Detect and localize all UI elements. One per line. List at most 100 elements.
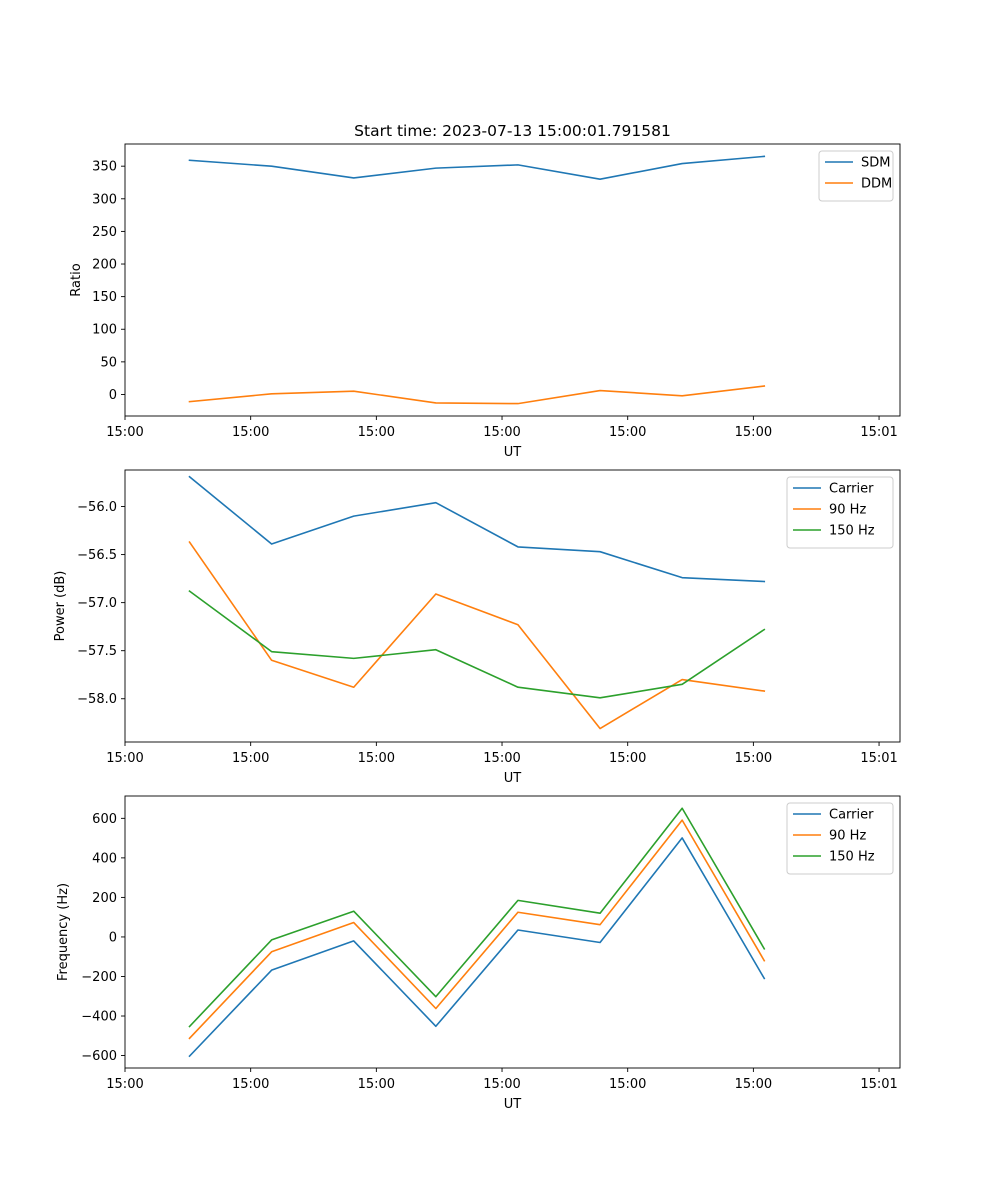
data-point <box>763 385 765 387</box>
data-point <box>681 819 683 821</box>
data-point <box>763 629 765 631</box>
data-point <box>353 515 355 517</box>
data-point <box>189 160 191 162</box>
series-line-150-hz <box>188 807 766 1028</box>
data-point <box>353 940 355 942</box>
data-point <box>681 684 683 686</box>
data-point <box>271 939 273 941</box>
y-axis-label: Power (dB) <box>53 571 68 642</box>
data-point <box>189 1026 191 1028</box>
data-point <box>763 581 765 583</box>
chart-title: Start time: 2023-07-13 15:00:01.791581 <box>354 122 671 140</box>
data-point <box>353 910 355 912</box>
data-point <box>435 167 437 169</box>
data-point <box>763 960 765 962</box>
data-point <box>271 969 273 971</box>
x-axis-label: UT <box>504 771 522 786</box>
data-point <box>763 948 765 950</box>
series-line-carrier <box>188 475 766 583</box>
series-line-ddm <box>188 385 766 405</box>
legend: SDM DDM <box>818 150 894 202</box>
series-line-90-hz <box>188 540 766 730</box>
data-point <box>189 590 191 592</box>
data-point <box>435 996 437 998</box>
data-point <box>517 929 519 931</box>
data-point <box>435 1025 437 1027</box>
legend-entry: Carrier <box>829 808 874 823</box>
data-point <box>435 502 437 504</box>
data-point <box>599 924 601 926</box>
y-tick-label: −57.5 <box>77 644 117 659</box>
x-tick-label: 15:00 <box>106 425 143 440</box>
data-point <box>189 541 191 543</box>
data-point <box>681 837 683 839</box>
x-tick-label: 15:00 <box>609 751 646 766</box>
data-point <box>599 942 601 944</box>
legend-entry: 90 Hz <box>829 829 866 844</box>
data-point <box>681 395 683 397</box>
series-line-150-hz <box>188 589 766 699</box>
data-point <box>189 1038 191 1040</box>
data-point <box>271 651 273 653</box>
y-tick-label: 400 <box>92 851 117 866</box>
frequency-panel: UT Frequency (Hz) 15:00 15:00 15:00 15:00 15… <box>56 795 901 1112</box>
legend-box <box>818 150 894 202</box>
data-point <box>271 660 273 662</box>
data-point <box>763 156 765 158</box>
data-point <box>189 1055 191 1057</box>
legend-entry: 150 Hz <box>829 524 875 539</box>
data-point <box>681 807 683 809</box>
x-tick-label: 15:00 <box>735 751 772 766</box>
y-tick-label: 150 <box>92 290 117 305</box>
x-tick-label: 15:00 <box>483 1077 520 1092</box>
data-point <box>517 403 519 405</box>
power-panel: UT Power (dB) 15:00 15:00 15:00 15:00 15:00 1… <box>53 469 901 786</box>
data-point <box>435 649 437 651</box>
axes-frame <box>124 469 901 743</box>
x-tick-label: 15:00 <box>483 425 520 440</box>
data-point <box>353 922 355 924</box>
axes-frame <box>124 795 901 1069</box>
x-tick-label: 15:00 <box>106 1077 143 1092</box>
x-axis-label: UT <box>504 445 522 460</box>
data-point <box>681 679 683 681</box>
data-point <box>517 911 519 913</box>
y-tick-label: −58.0 <box>77 692 117 707</box>
data-point <box>517 546 519 548</box>
data-point <box>599 390 601 392</box>
y-tick-label: 300 <box>92 192 117 207</box>
x-tick-label: 15:00 <box>232 425 269 440</box>
data-point <box>353 390 355 392</box>
x-tick-label: 15:01 <box>860 1077 897 1092</box>
data-point <box>435 402 437 404</box>
x-tick-label: 15:01 <box>860 751 897 766</box>
data-point <box>599 697 601 699</box>
x-tick-label: 15:00 <box>358 751 395 766</box>
data-point <box>517 686 519 688</box>
legend-entry: DDM <box>861 177 892 192</box>
data-point <box>599 728 601 730</box>
data-point <box>435 593 437 595</box>
data-point <box>435 1008 437 1010</box>
data-point <box>189 401 191 403</box>
data-point <box>763 978 765 980</box>
y-tick-label: −56.5 <box>77 548 117 563</box>
x-tick-label: 15:00 <box>609 1077 646 1092</box>
y-tick-label: −400 <box>81 1010 117 1025</box>
x-tick-label: 15:00 <box>358 425 395 440</box>
data-point <box>517 624 519 626</box>
data-point <box>271 165 273 167</box>
y-tick-label: 0 <box>109 388 117 403</box>
y-tick-label: −600 <box>81 1049 117 1064</box>
y-tick-label: −57.0 <box>77 596 117 611</box>
data-point <box>599 551 601 553</box>
series-line-sdm <box>188 155 766 181</box>
legend: Carrier 90 Hz 150 Hz <box>786 802 894 875</box>
y-tick-label: 0 <box>109 930 117 945</box>
data-point <box>353 686 355 688</box>
data-point <box>517 164 519 166</box>
x-tick-label: 15:00 <box>232 1077 269 1092</box>
legend-entry: 90 Hz <box>829 503 866 518</box>
x-axis-label: UT <box>504 1097 522 1112</box>
